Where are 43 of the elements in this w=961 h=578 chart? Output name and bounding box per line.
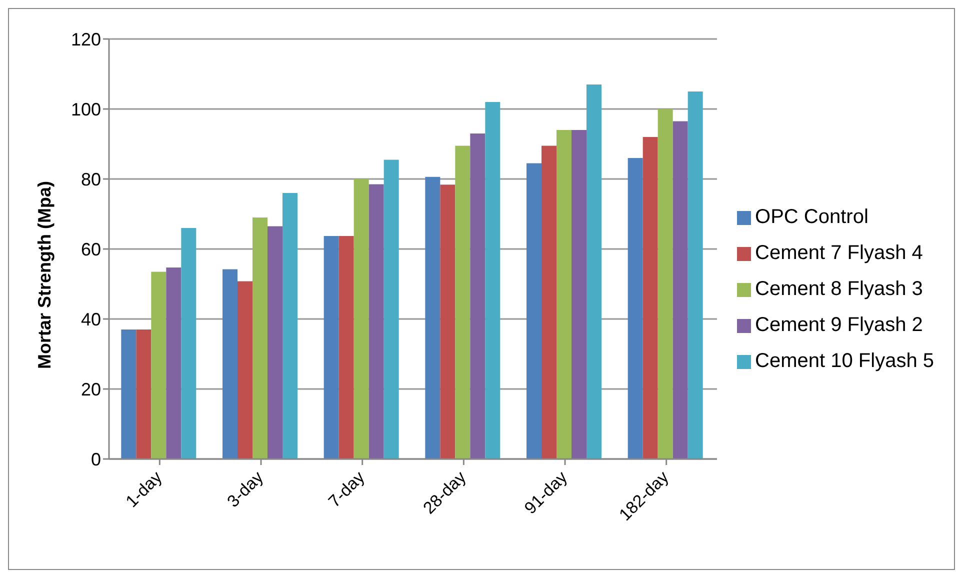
bar [425,176,440,459]
y-tick-label: 0 [90,449,101,470]
legend-label: Cement 10 Flyash 5 [755,350,934,372]
legend-label: Cement 9 Flyash 2 [755,314,923,336]
y-tick-label: 80 [80,169,101,190]
y-tick-label: 20 [80,379,101,400]
bar [121,330,136,459]
bar [166,268,182,459]
bar [642,137,658,459]
bar [485,102,500,459]
bar [526,163,542,459]
bar [252,218,268,459]
legend-label: Cement 8 Flyash 3 [755,278,923,300]
bar [470,134,486,459]
bar [572,130,587,459]
y-tick-label: 100 [70,99,101,120]
bar [556,130,572,459]
y-tick-label: 60 [80,239,101,260]
bar [384,160,399,459]
bar [368,184,384,459]
bar [151,272,166,459]
bar [586,84,602,459]
bar [181,228,196,459]
bar [440,184,456,459]
legend-label: Cement 7 Flyash 4 [755,242,923,264]
y-tick-label: 40 [80,309,101,330]
bar [282,193,298,459]
bar [455,146,470,459]
bar [267,226,282,459]
bar [237,281,252,459]
bar [658,109,673,459]
bar [338,236,354,459]
bar [628,158,643,459]
bar [688,92,703,459]
legend-label: OPC Control [755,206,868,228]
y-tick-label: 120 [70,29,101,50]
bar [324,236,339,459]
bar [222,269,238,459]
bar [354,179,369,459]
y-axis-title: Mortar Strength (Mpa) [34,181,54,369]
bar [136,330,152,459]
bar [672,121,688,459]
bar [542,146,557,459]
